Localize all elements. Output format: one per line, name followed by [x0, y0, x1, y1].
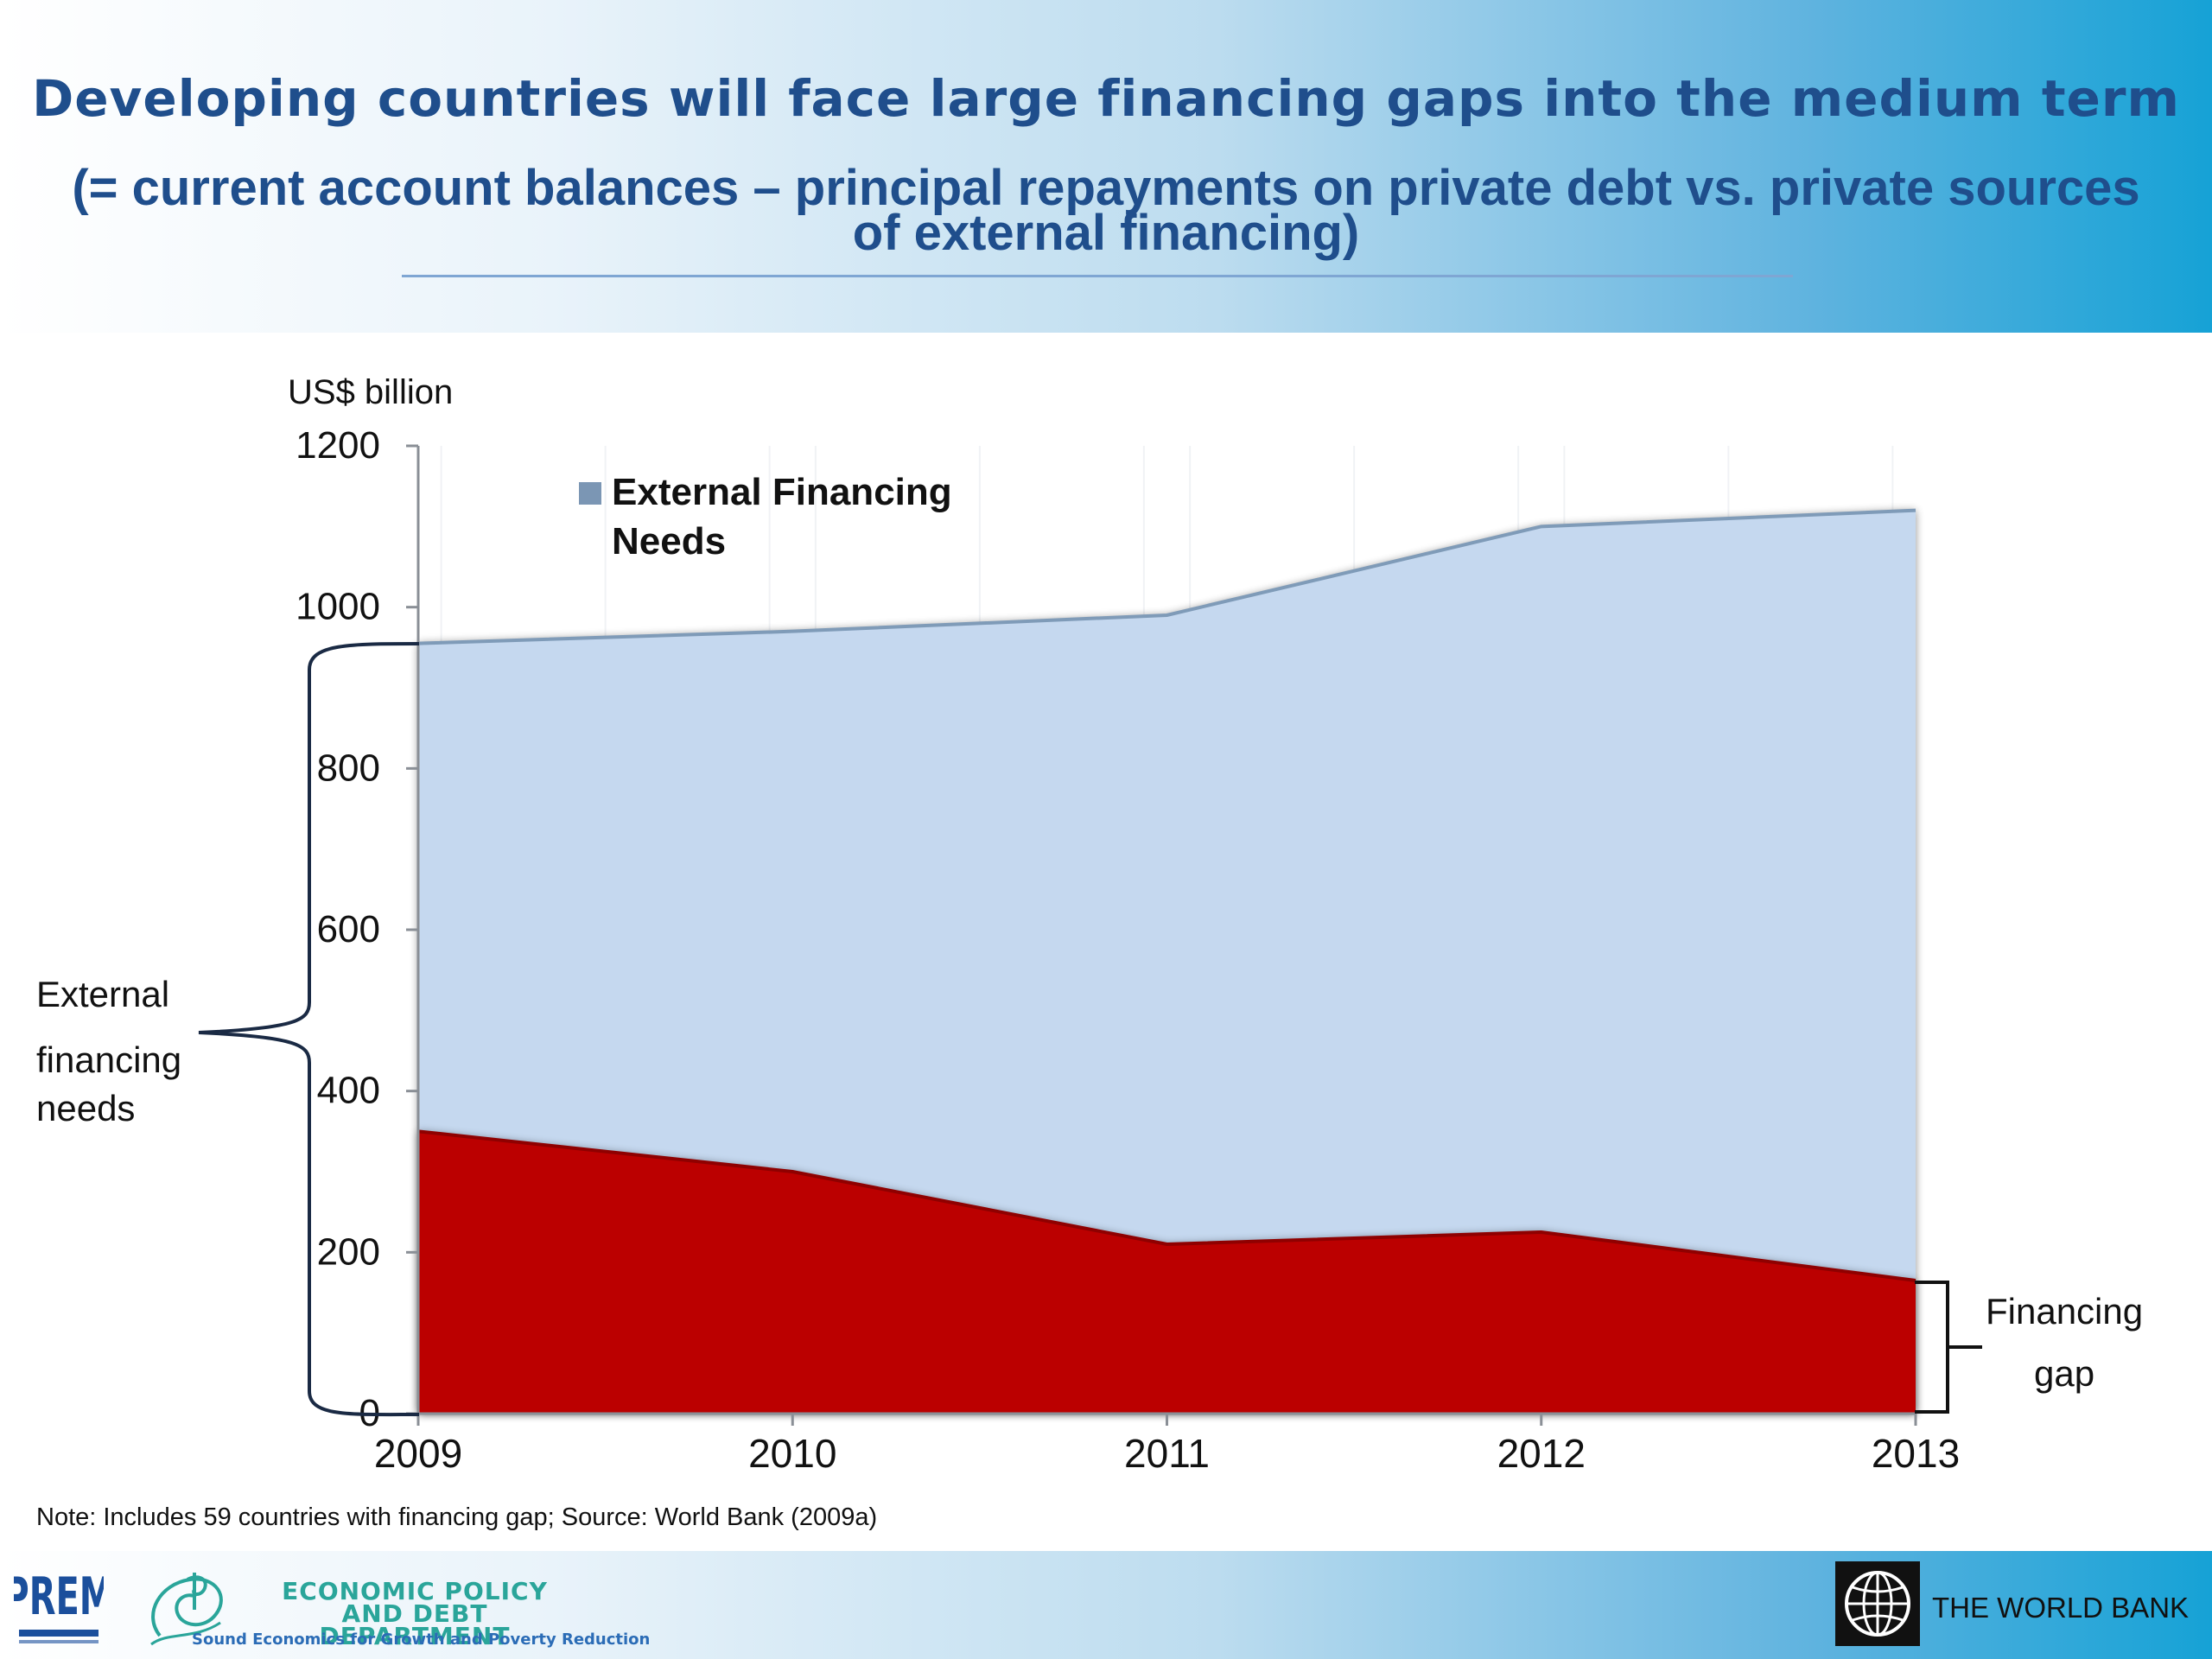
x-tick-label: 2013	[1872, 1431, 1960, 1476]
prem-logo-text: PREM	[14, 1567, 104, 1627]
gap-label-line: gap	[2034, 1353, 2095, 1394]
needs-annotation: External financing needs	[36, 970, 181, 1133]
gap-label-line: Financing	[1986, 1291, 2144, 1332]
title-underline	[402, 275, 1793, 277]
department-name: ECONOMIC POLICY AND DEBT DEPARTMENT	[282, 1577, 548, 1650]
gap-annotation: Financing gap	[1986, 1287, 2143, 1398]
y-tick-label: 1000	[296, 586, 380, 628]
y-tick-label: 800	[317, 747, 380, 789]
slide-subtitle: (= current account balances – principal …	[72, 160, 2140, 261]
y-tick-label: 1200	[296, 424, 380, 467]
x-tick-label: 2010	[748, 1431, 836, 1476]
area-financing-gap	[418, 1131, 1916, 1414]
legend: External Financing Needs	[579, 471, 963, 563]
series-line	[417, 1129, 1916, 1282]
world-bank-globe-logo	[1835, 1561, 1920, 1646]
needs-label-line: External	[36, 974, 170, 1014]
needs-label-line: needs	[36, 1088, 136, 1128]
needs-label-line: financing	[36, 1039, 182, 1080]
y-tick-label: 600	[317, 908, 380, 950]
department-tagline: Sound Economics for Growth and Poverty R…	[192, 1630, 651, 1649]
prem-logo: PREM	[14, 1567, 104, 1643]
slide-title: Developing countries will face large fin…	[32, 69, 2180, 128]
legend-swatch	[579, 482, 601, 505]
area-series	[417, 508, 1916, 1414]
x-tick-label: 2009	[374, 1431, 462, 1476]
brackets	[198, 642, 1982, 1417]
needs-bracket	[198, 642, 420, 1417]
x-tick-label: 2012	[1497, 1431, 1586, 1476]
epdd-swirl-logo	[150, 1573, 223, 1646]
x-tick-label: 2011	[1124, 1431, 1210, 1476]
legend-label: External Financing Needs	[612, 471, 963, 563]
y-axis-label: US$ billion	[288, 373, 453, 411]
series-line	[417, 508, 1916, 645]
source-note: Note: Includes 59 countries with financi…	[36, 1503, 878, 1531]
slide-header: Developing countries will face large fin…	[0, 0, 2212, 333]
world-bank-name: THE WORLD BANK	[1932, 1592, 2190, 1624]
y-tick-label: 400	[317, 1070, 380, 1112]
gap-bracket	[1915, 1281, 1982, 1414]
y-tick-label: 200	[317, 1230, 380, 1273]
